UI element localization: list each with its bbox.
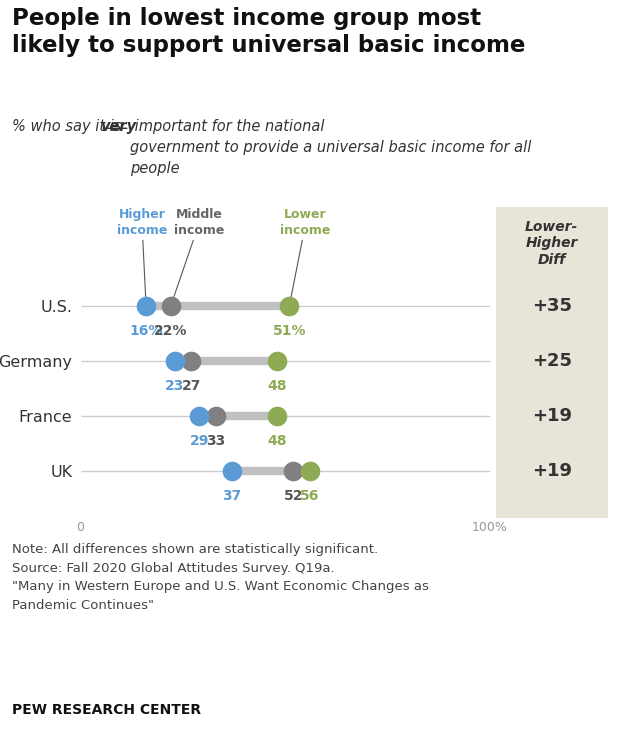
- Text: Note: All differences shown are statistically significant.
Source: Fall 2020 Glo: Note: All differences shown are statisti…: [12, 543, 429, 612]
- Text: Middle
income: Middle income: [172, 209, 224, 301]
- Text: People in lowest income group most
likely to support universal basic income: People in lowest income group most likel…: [12, 7, 526, 57]
- Text: 16%: 16%: [130, 324, 163, 338]
- Point: [170, 355, 180, 367]
- Text: 33: 33: [206, 434, 225, 448]
- Text: PEW RESEARCH CENTER: PEW RESEARCH CENTER: [12, 703, 202, 717]
- Text: 29: 29: [190, 434, 209, 448]
- Text: Higher
income: Higher income: [117, 209, 167, 300]
- Text: Lower-
Higher
Diff: Lower- Higher Diff: [525, 220, 578, 267]
- Text: 48: 48: [267, 434, 287, 448]
- Text: 52: 52: [283, 489, 303, 503]
- Text: very: very: [100, 119, 136, 134]
- Point: [285, 300, 294, 312]
- Text: important for the national
government to provide a universal basic income for al: important for the national government to…: [130, 119, 531, 176]
- Text: 56: 56: [300, 489, 319, 503]
- Point: [272, 410, 282, 422]
- Text: 37: 37: [223, 489, 242, 503]
- Point: [272, 355, 282, 367]
- Text: 48: 48: [267, 379, 287, 393]
- Text: Lower
income: Lower income: [280, 209, 331, 300]
- Text: 51%: 51%: [273, 324, 306, 338]
- Text: 27: 27: [182, 379, 201, 393]
- Text: 23: 23: [165, 379, 184, 393]
- Point: [194, 410, 204, 422]
- Point: [166, 300, 175, 312]
- Point: [227, 465, 237, 477]
- Point: [186, 355, 196, 367]
- Text: +19: +19: [532, 407, 572, 426]
- Point: [141, 300, 151, 312]
- Point: [305, 465, 315, 477]
- Point: [288, 465, 298, 477]
- Text: +19: +19: [532, 462, 572, 480]
- Point: [211, 410, 221, 422]
- Text: 22%: 22%: [154, 324, 187, 338]
- Text: +25: +25: [532, 352, 572, 370]
- Text: +35: +35: [532, 297, 572, 315]
- Text: % who say it is: % who say it is: [12, 119, 126, 134]
